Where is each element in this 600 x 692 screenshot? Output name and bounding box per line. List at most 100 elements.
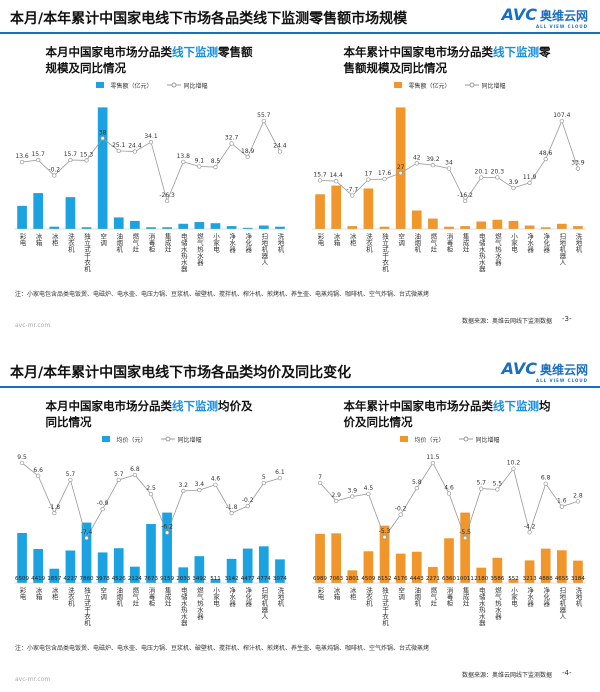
line-point: [527, 530, 532, 535]
line-value-label: 24.4: [273, 143, 287, 150]
x-tick-label: 净水器: [228, 586, 236, 608]
bar-value-label: 1857: [47, 576, 61, 582]
bar: [331, 533, 342, 583]
bar: [81, 522, 92, 583]
title-rule: [0, 386, 600, 388]
x-tick-label: 彩电: [316, 586, 324, 601]
chart-panel: 本年累计中国家电市场分品类线下监测均价及同比情况 均价（元） 同比增幅 6989 彩电 7…: [306, 398, 591, 643]
x-tick-label: 消毒柜: [147, 232, 155, 254]
line-value-label: 2.5: [146, 485, 156, 492]
x-tick-label: 消毒柜: [147, 586, 155, 608]
x-tick-label: 燃气热水器: [195, 232, 203, 267]
x-tick-label: 冰柜: [348, 586, 356, 602]
line-value-label: 3.9: [348, 488, 358, 495]
bar: [573, 560, 583, 583]
x-tick-label: 扫地机器人: [260, 586, 268, 620]
page-number: -4-: [562, 669, 572, 677]
line-value-label: 20.1: [475, 169, 489, 176]
line-value-label: 4.5: [364, 485, 374, 492]
legend-dot: [171, 82, 176, 88]
line-point: [19, 159, 25, 165]
line-point: [575, 166, 581, 171]
bar: [395, 107, 406, 229]
bar: [573, 226, 583, 229]
line-value-label: 4.6: [211, 476, 221, 483]
bar-value-label: 7063: [329, 576, 343, 582]
legend-item: 均价（元）: [99, 435, 147, 444]
legend: 均价（元） 同比增幅: [306, 433, 591, 445]
legend-label: 均价（元）: [414, 436, 445, 444]
slide: 本月/本年累计中国家电线下市场各品类线下监测零售额市场规模 AVC 奥维云网 ALL …: [0, 0, 600, 338]
line-point: [229, 510, 234, 516]
bar: [540, 227, 551, 229]
x-tick-label: 油烟机: [115, 232, 123, 254]
x-tick-label: 燃气灶: [131, 232, 139, 254]
x-tick-label: 冰柜: [50, 586, 58, 602]
line-point: [116, 477, 121, 483]
line-point: [382, 534, 387, 540]
x-tick-label: 燃气灶: [131, 586, 139, 608]
line-point: [84, 158, 89, 163]
line-point: [543, 156, 548, 162]
line-point: [261, 118, 266, 124]
line-value-label: 5.7: [66, 471, 76, 478]
chart-panel: 本月中国家电市场分品类线下监测零售额规模及同比情况 零售额（亿元） 同比增幅 彩电 冰箱…: [8, 44, 293, 289]
slide: 本月/本年累计中国家电线下市场各品类均价及同比变化 AVC 奥维云网 ALL VIEW…: [0, 354, 600, 692]
bar-value-label: 8152: [378, 576, 392, 582]
line-point: [261, 480, 266, 486]
line-value-label: 6.8: [130, 466, 140, 473]
line-value-label: 20.3: [491, 168, 505, 175]
line-point: [366, 491, 371, 497]
line-value-label: -5.5: [459, 529, 471, 536]
line-point: [132, 472, 138, 478]
bar: [97, 107, 108, 229]
line-point: [100, 507, 105, 512]
bar-value-label: 2271: [426, 576, 440, 582]
bar: [275, 559, 285, 583]
source: 数据来源：奥维云网线下监测数据: [462, 318, 553, 325]
legend-dot: [463, 436, 468, 442]
line-point: [398, 170, 403, 176]
bar: [194, 556, 205, 583]
bar-value-label: 3074: [273, 576, 287, 582]
line-value-label: 3.9: [509, 179, 519, 186]
chart-title-part: 本月中国家电市场分品类: [45, 399, 173, 413]
bar: [460, 226, 470, 229]
bar-value-label: 4526: [112, 576, 126, 582]
bar-value-label: 4888: [539, 576, 553, 582]
bar: [258, 546, 269, 583]
logo: AVC 奥维云网 ALL VIEW CLOUD: [502, 5, 588, 29]
x-tick-label: 油烟机: [413, 586, 421, 608]
chart-title-part: 线下监测: [172, 45, 218, 59]
bar-value-label: 6989: [313, 576, 327, 582]
line-point: [414, 485, 419, 491]
line-point: [430, 162, 436, 168]
bar-value-label: 3586: [490, 576, 504, 582]
bar: [363, 188, 374, 229]
logo-sub: ALL VIEW CLOUD: [535, 24, 588, 29]
legend-item: 同比增幅: [166, 81, 208, 90]
bar-value-label: 3978: [96, 576, 110, 582]
bar-value-label: 7673: [144, 576, 158, 582]
x-tick-label: 彩电: [316, 232, 324, 247]
chart-title-part: 本年累计中国家电市场分品类: [343, 399, 494, 413]
legend-label: 同比增幅: [177, 436, 202, 444]
chart-title-part: 零售额规模及同比情况: [45, 45, 253, 75]
bar-value-label: 3142: [225, 576, 239, 582]
line-point: [334, 498, 339, 504]
line-value-label: 17: [365, 171, 373, 178]
line-point: [100, 136, 105, 141]
line-value-label: 15.7: [31, 151, 45, 158]
bar: [33, 193, 44, 229]
bar-value-label: 4227: [63, 576, 77, 582]
x-tick-label: 电储水热水器: [179, 586, 187, 628]
x-tick-label: 洗衣机: [66, 232, 74, 254]
line-value-label: 7: [318, 474, 322, 481]
line-point: [366, 177, 371, 182]
bar: [81, 227, 92, 229]
x-tick-label: 洗地机: [276, 586, 284, 608]
line-point: [245, 154, 250, 160]
line-point: [446, 166, 452, 171]
legend-box: [394, 82, 403, 88]
x-tick-label: 冰箱: [332, 586, 340, 602]
